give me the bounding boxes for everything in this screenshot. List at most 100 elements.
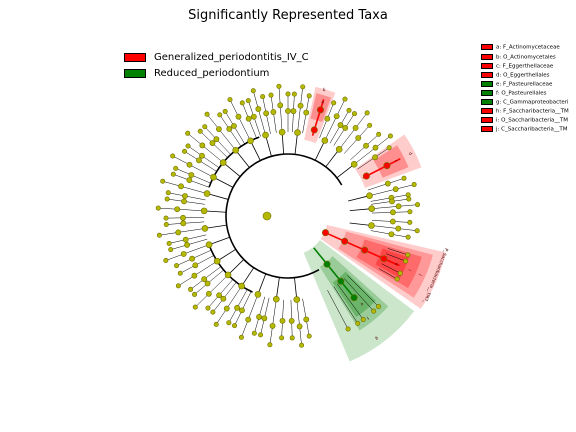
node-genus: [263, 110, 270, 117]
node-leaf: [345, 326, 351, 332]
node-saccharibacteria-phylum: [321, 229, 329, 237]
sector-i: [356, 239, 422, 289]
sector-label-i: i: [407, 269, 412, 272]
node-genus: [191, 272, 198, 279]
key-item-i: i: O_Saccharibacteria__TM: [481, 117, 568, 124]
node-clade: [210, 173, 217, 181]
node-leaf: [331, 100, 337, 106]
node-genus: [388, 231, 395, 238]
node-genus: [184, 242, 190, 248]
node-saccharibacteria-family: [380, 255, 388, 263]
node-leaf: [405, 192, 411, 198]
key-swatch: [481, 117, 493, 123]
node-leaf: [238, 334, 244, 340]
node-clade: [254, 291, 262, 298]
node-genus: [277, 102, 284, 109]
node-leaf: [185, 130, 191, 136]
branch-clade: [222, 162, 241, 177]
key-swatch: [481, 126, 493, 132]
key-swatch: [481, 54, 493, 60]
node-leaf: [299, 342, 305, 348]
node-genus: [226, 126, 233, 132]
highlight-sectors: [303, 86, 446, 362]
node-genus: [352, 125, 359, 131]
sector-d: [355, 134, 422, 188]
branch-clade: [281, 132, 285, 155]
branch-clade: [204, 224, 227, 229]
node-clade: [368, 205, 375, 212]
node-actinomycetales: [310, 126, 318, 134]
node-clade: [224, 271, 232, 279]
node-leaf: [227, 97, 233, 103]
branch-leaf: [253, 90, 266, 136]
node-genus: [205, 290, 212, 297]
node-genus: [389, 218, 396, 225]
node-genus: [285, 108, 291, 114]
node-clade: [335, 146, 343, 153]
node-leaf: [394, 276, 400, 282]
branch-clade: [235, 150, 250, 168]
node-leaf: [300, 84, 306, 90]
key-item-b: b: O_Actinomycetales: [481, 54, 556, 61]
node-genus: [245, 316, 252, 323]
node-leaf: [387, 133, 393, 139]
key-swatch: [481, 44, 493, 50]
node-genus: [178, 183, 184, 190]
node-genus: [188, 172, 195, 178]
branch-leaf: [381, 263, 401, 274]
branch-saccharibacteria: [344, 240, 366, 251]
node-leaf: [164, 196, 170, 202]
node-genus: [324, 115, 331, 122]
branch-clade: [250, 140, 261, 161]
node-leaf: [232, 323, 238, 329]
node-genus: [390, 209, 396, 216]
branch-leaf: [344, 278, 374, 312]
node-genus: [395, 203, 402, 210]
node-leaf: [245, 98, 251, 104]
node-leaf: [376, 131, 382, 137]
node-leaf: [289, 335, 295, 341]
node-leaf: [163, 257, 169, 263]
node-leaf: [239, 100, 245, 106]
node-leaf: [411, 182, 417, 188]
node-genus: [288, 318, 295, 324]
legend-swatch: [124, 52, 146, 62]
node-genus: [182, 236, 189, 243]
sector-label-a: a: [321, 99, 325, 105]
branch-leaf: [178, 260, 218, 287]
node-eggerthellales: [362, 172, 370, 180]
sector-label-h: h: [393, 262, 399, 267]
node-leaf: [376, 304, 382, 310]
node-genus: [175, 229, 182, 236]
ring-2b: [208, 136, 260, 188]
node-leaf: [170, 153, 176, 159]
node-genus: [363, 142, 369, 149]
branch-clade: [325, 149, 340, 168]
branch-leaf: [162, 181, 208, 194]
node-clade: [273, 295, 280, 303]
key-swatch: [481, 99, 493, 105]
node-genus: [220, 295, 227, 302]
node-genus: [395, 225, 402, 232]
sector-label-g: g: [374, 336, 379, 342]
branch-clade: [206, 193, 229, 200]
node-genus: [290, 108, 297, 115]
node-leaf: [204, 111, 210, 117]
key-item-e: e: F_Pasteurellaceae: [481, 81, 552, 88]
node-leaf: [268, 92, 274, 98]
node-leaf: [174, 263, 180, 269]
node-clade: [232, 146, 240, 154]
node-genus: [296, 323, 303, 330]
branch-leaf: [385, 253, 406, 262]
node-leaf: [406, 196, 412, 202]
node-leaf: [197, 128, 203, 134]
sector-label-c: c: [394, 159, 400, 164]
node-leaf: [163, 222, 169, 228]
node-genus: [355, 135, 362, 141]
node-saccharibacteria-class: [341, 237, 349, 245]
node-genus: [186, 161, 193, 168]
node-clade: [368, 222, 375, 229]
node-leaf: [202, 124, 208, 130]
node-genus: [186, 177, 193, 183]
branch-leaf: [354, 135, 391, 165]
